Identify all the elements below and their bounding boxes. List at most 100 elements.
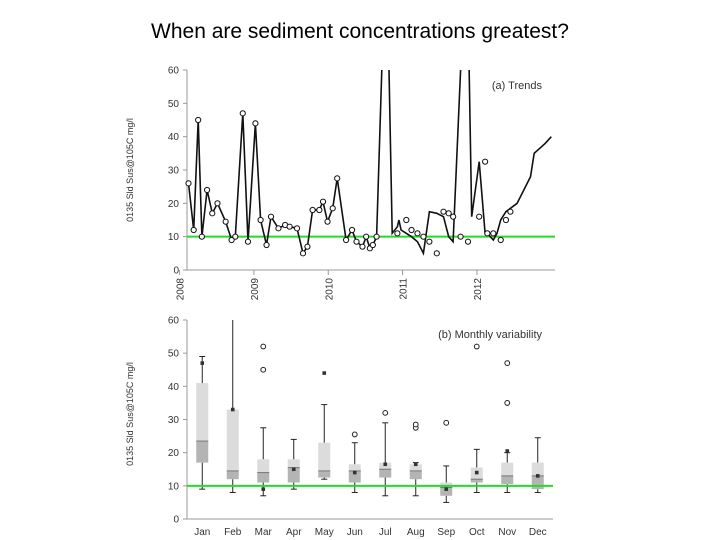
panel-b-x-tick-label: Nov xyxy=(498,527,516,538)
box-upper-half xyxy=(226,409,239,471)
panel-a-y-tick-label: 10 xyxy=(168,232,180,243)
panel-a-data-point xyxy=(286,223,293,230)
panel-a-data-point xyxy=(190,226,197,234)
panel-a-series-line xyxy=(187,70,552,256)
panel-a-data-point xyxy=(490,230,497,237)
panel-a-data-point xyxy=(334,175,341,182)
panel-a-data-point xyxy=(209,210,216,217)
box-outlier xyxy=(382,409,389,416)
panel-a-data-point xyxy=(324,218,331,225)
box-upper-half xyxy=(409,464,422,471)
box-upper-half xyxy=(531,462,544,476)
box-lower-half xyxy=(226,470,239,480)
panel-a-data-point xyxy=(309,206,316,214)
panel-a-data-point xyxy=(342,236,350,244)
box-mean-marker xyxy=(322,371,327,375)
box-mean-marker xyxy=(535,474,540,478)
panel-b-y-tick-label: 60 xyxy=(168,316,180,327)
panel-a-data-point xyxy=(267,213,275,220)
box-lower-half xyxy=(287,467,300,483)
panel-a-data-point xyxy=(363,233,370,240)
panel-b-x-tick-label: Jan xyxy=(194,527,210,538)
panel-b-x-tick-label: May xyxy=(315,527,334,538)
panel-a-data-point xyxy=(394,230,401,237)
panel-a-data-point xyxy=(440,208,447,215)
panel-b-x-tick-label: Oct xyxy=(469,527,485,538)
panel-a-data-point xyxy=(198,233,205,240)
box-mean-marker xyxy=(505,449,510,453)
panel-a-data-point xyxy=(507,208,514,215)
box-mean-marker xyxy=(413,462,418,467)
panel-a-data-point xyxy=(408,226,415,234)
box-upper-half xyxy=(348,464,361,471)
panel-a-data-point xyxy=(457,233,464,240)
panel-b-y-tick-label: 50 xyxy=(168,349,180,360)
panel-a-data-point xyxy=(482,158,489,165)
box-outlier xyxy=(504,360,511,367)
panel-b-y-tick-label: 40 xyxy=(168,382,180,393)
panel-a-data-point xyxy=(450,213,457,220)
box-outlier xyxy=(412,421,419,428)
panel-b-x-tick-label: Aug xyxy=(407,527,425,538)
panel-b-y-tick-label: 30 xyxy=(168,415,180,426)
panel-a-data-point xyxy=(497,236,504,244)
panel-b-y-tick-label: 20 xyxy=(168,448,180,459)
box-outlier xyxy=(443,419,450,426)
panel-b-y-tick-label: 10 xyxy=(168,481,180,492)
panel-a-data-point xyxy=(244,238,252,245)
box-mean-marker xyxy=(261,487,266,491)
panel-a-x-tick-label: 2008 xyxy=(176,278,187,301)
box-upper-half xyxy=(257,459,270,473)
box-outlier xyxy=(473,343,480,350)
box-upper-half xyxy=(501,462,514,476)
panel-a-x-tick-label: 2010 xyxy=(324,278,335,301)
panel-b-x-tick-label: Dec xyxy=(529,527,547,538)
panel-a-data-point xyxy=(329,205,336,212)
box-lower-half xyxy=(531,475,544,490)
box-mean-marker xyxy=(291,467,296,472)
panel-a-data-point xyxy=(263,241,270,249)
panel-a-data-point xyxy=(203,186,211,194)
box-outlier xyxy=(504,400,511,406)
panel-a-y-tick-label: 40 xyxy=(168,132,180,143)
panel-a-data-point xyxy=(319,198,327,205)
slide-title: When are sediment concentrations greates… xyxy=(151,20,569,43)
panel-a-data-point xyxy=(502,216,510,224)
box-lower-half xyxy=(257,472,270,483)
box-lower-half xyxy=(440,487,453,496)
box-lower-half xyxy=(470,479,483,483)
panel-b-title: (b) Monthly variability xyxy=(438,329,542,341)
box-mean-marker xyxy=(444,487,449,491)
box-lower-half xyxy=(196,441,209,463)
panel-b-x-tick-label: Mar xyxy=(255,527,273,538)
box-lower-half xyxy=(501,475,514,485)
panel-a-y-tick-label: 60 xyxy=(168,66,180,77)
box-outlier xyxy=(260,343,267,350)
panel-a-data-point xyxy=(232,233,239,240)
panel-b-x-tick-label: Apr xyxy=(286,527,302,538)
panel-a-data-point xyxy=(275,225,282,232)
panel-a-data-point xyxy=(403,216,410,224)
panel-a-data-point xyxy=(299,250,307,257)
panel-a-y-tick-label: 30 xyxy=(168,166,180,177)
panel-a-data-point xyxy=(426,238,433,245)
box-lower-half xyxy=(318,470,331,478)
panel-a-data-point xyxy=(445,210,452,217)
panel-a-x-tick-label: 2009 xyxy=(250,278,261,301)
panel-a-y-tick-label: 20 xyxy=(168,199,180,210)
panel-a-data-point xyxy=(414,230,421,237)
panel-b-x-tick-label: Jul xyxy=(379,527,392,538)
box-upper-half xyxy=(287,459,300,468)
panel-a-data-point xyxy=(222,218,229,225)
box-outlier xyxy=(351,431,358,438)
panel-a-data-point xyxy=(359,243,366,250)
box-upper-half xyxy=(318,442,331,471)
box-lower-half xyxy=(348,470,361,483)
panel-a-y-axis-label: 0135 Sld Sus@105C mg/l xyxy=(125,118,135,222)
panel-a-data-point xyxy=(239,110,246,117)
panel-b-x-tick-label: Sep xyxy=(437,527,455,538)
panel-a-y-tick-label: 0 xyxy=(173,266,179,277)
panel-a-data-point xyxy=(316,206,323,214)
panel-a-data-point xyxy=(476,213,483,220)
